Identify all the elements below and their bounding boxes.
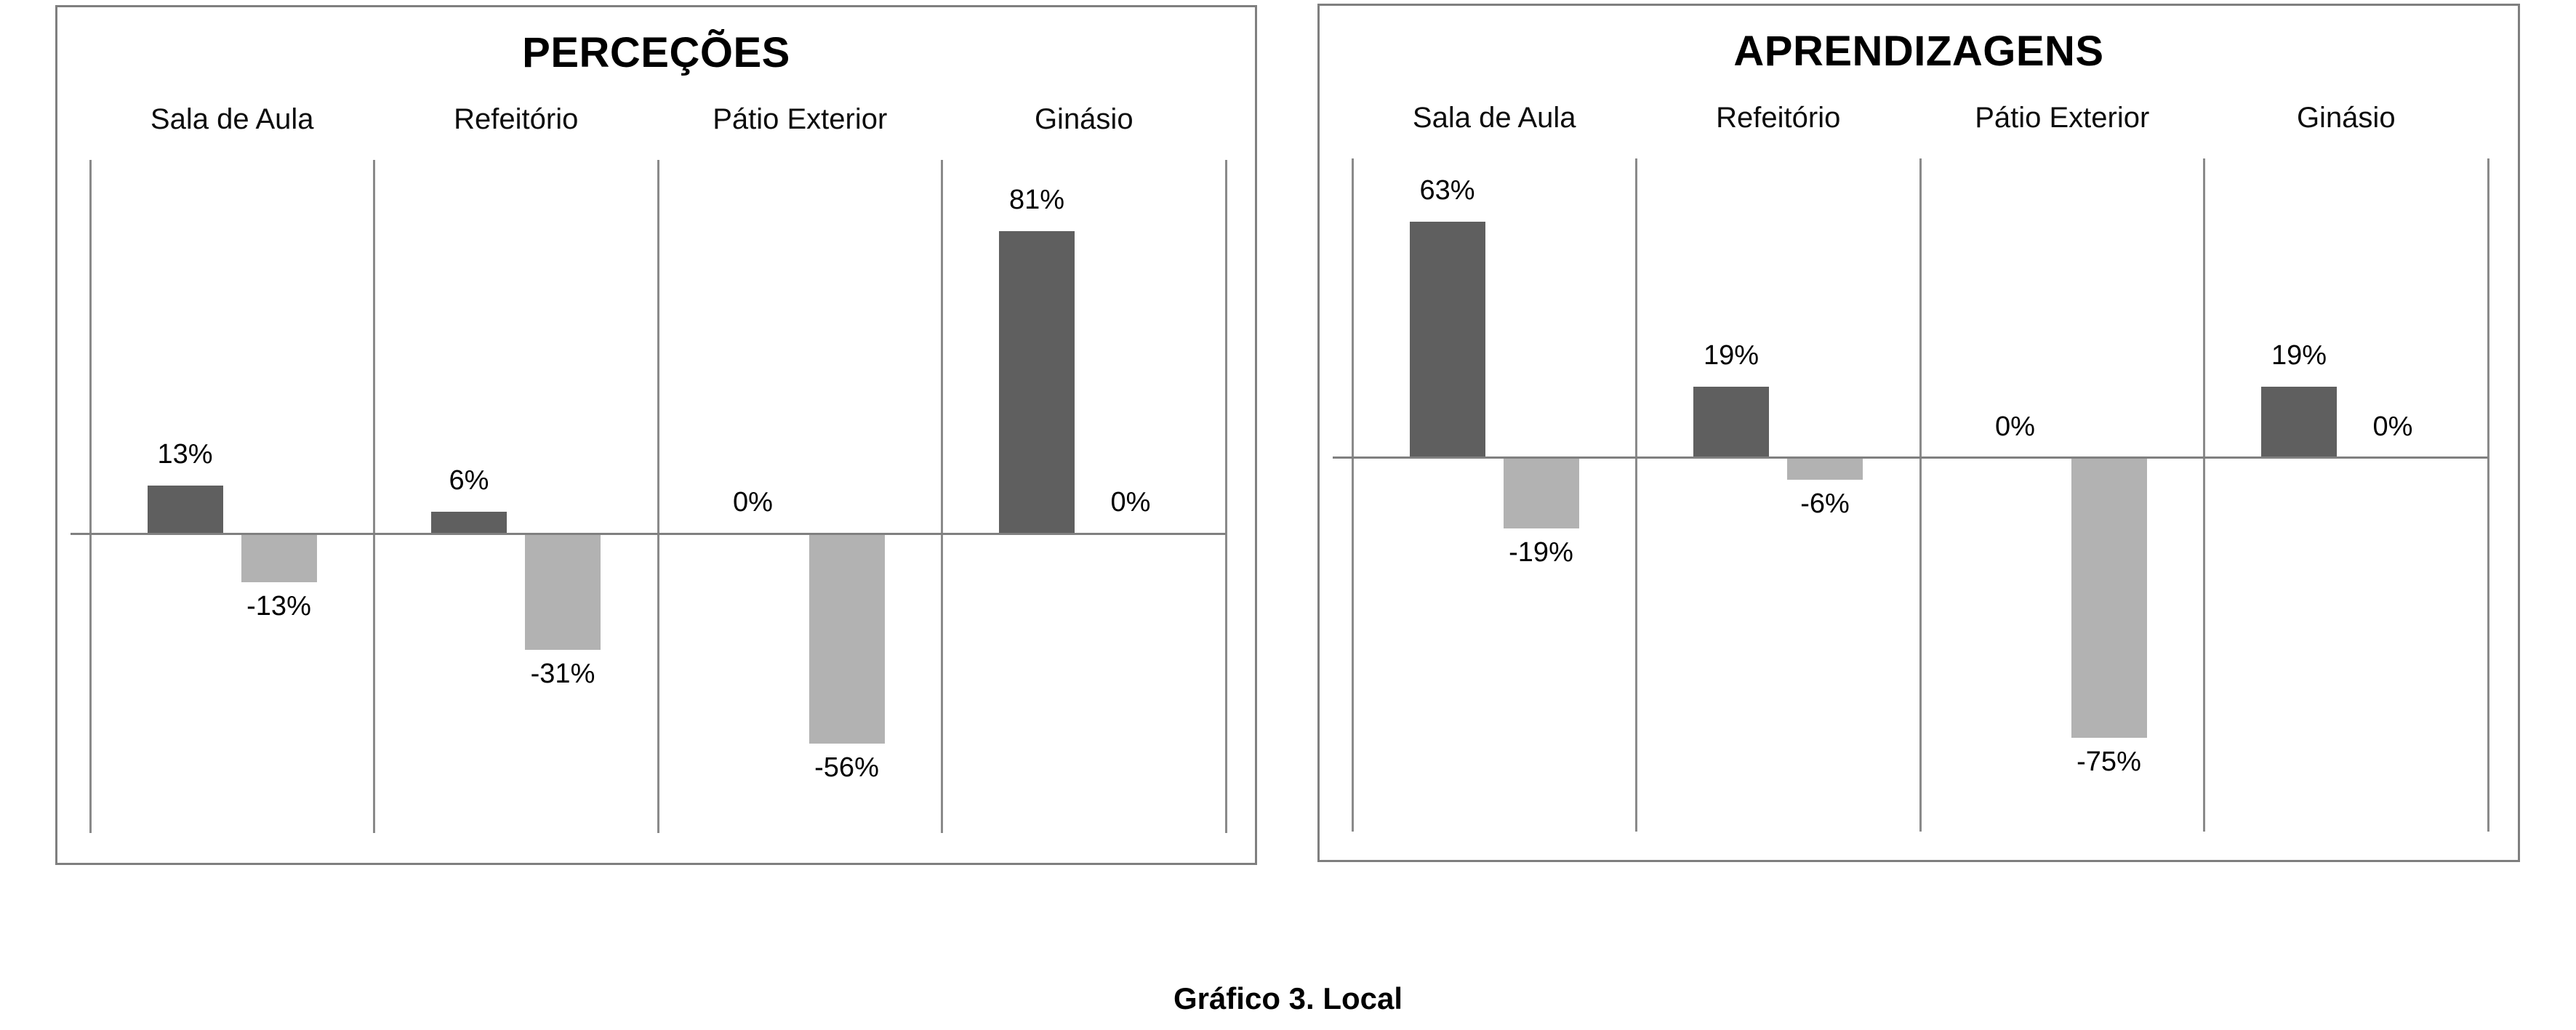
gridline: [657, 160, 659, 833]
plot-area: Sala de Aula 13% -13% Refeitório 6% -31% Pátio…: [57, 7, 1255, 863]
chart-aprendizagens: APRENDIZAGENS Sala de Aula 63% -19% Refeitó…: [1317, 4, 2520, 862]
bar-value-label: -19%: [1509, 537, 1573, 568]
gridline: [1635, 158, 1637, 832]
gridline: [1919, 158, 1922, 832]
bar-value-label: 81%: [1008, 184, 1065, 215]
bar-value-label: 6%: [449, 464, 489, 496]
category-label: Pátio Exterior: [713, 103, 888, 135]
bar-light: [1503, 457, 1579, 529]
bar-dark: [999, 230, 1075, 534]
gridline: [2203, 158, 2205, 832]
category-label: Refeitório: [454, 103, 579, 135]
category-label: Pátio Exterior: [1975, 102, 2150, 134]
bar-value-label: -75%: [2077, 747, 2141, 778]
bar-light: [1787, 457, 1863, 480]
bar-value-label: -56%: [814, 752, 879, 783]
bar-value-label: 19%: [2271, 339, 2327, 371]
bar-value-label: -31%: [530, 658, 595, 689]
gridline: [1224, 160, 1227, 833]
bar-light: [241, 534, 317, 583]
chart-title: PERCEÇÕES: [522, 29, 790, 76]
zero-axis-line: [71, 532, 1226, 535]
bar-dark: [1693, 386, 1769, 458]
plot-area: Sala de Aula 63% -19% Refeitório 19% -6% Pátio…: [1320, 6, 2518, 860]
gridline: [2487, 158, 2489, 832]
bar-value-label: 0%: [2372, 411, 2413, 442]
zero-axis-line: [1333, 456, 2488, 459]
bar-light: [808, 534, 885, 744]
bar-dark: [147, 485, 223, 534]
figure-caption: Gráfico 3. Local: [1173, 981, 1403, 1015]
bar-value-label: -6%: [1800, 488, 1850, 520]
chart-percecoes: PERCEÇÕES Sala de Aula 13% -13% Refeitório 6…: [55, 5, 1257, 865]
bar-light: [2071, 457, 2147, 739]
category-label: Refeitório: [1716, 102, 1841, 134]
bar-value-label: 13%: [157, 438, 213, 470]
bar-dark: [431, 511, 507, 534]
chart-title: APRENDIZAGENS: [1733, 28, 2104, 75]
bar-value-label: 19%: [1703, 339, 1760, 371]
bar-value-label: -13%: [246, 591, 311, 622]
bar-light: [525, 534, 601, 650]
bar-value-label: 0%: [733, 487, 773, 518]
category-label: Ginásio: [1034, 103, 1133, 135]
bar-dark: [2261, 386, 2337, 458]
gridline: [89, 160, 92, 833]
category-label: Sala de Aula: [150, 103, 314, 135]
bar-dark: [1409, 222, 1485, 458]
gridline: [373, 160, 375, 833]
bar-value-label: 0%: [1110, 487, 1151, 518]
category-label: Sala de Aula: [1412, 102, 1576, 134]
gridline: [1351, 158, 1354, 832]
bar-value-label: 63%: [1419, 175, 1475, 206]
category-label: Ginásio: [2296, 102, 2396, 134]
bar-value-label: 0%: [1995, 411, 2035, 442]
gridline: [941, 160, 943, 833]
